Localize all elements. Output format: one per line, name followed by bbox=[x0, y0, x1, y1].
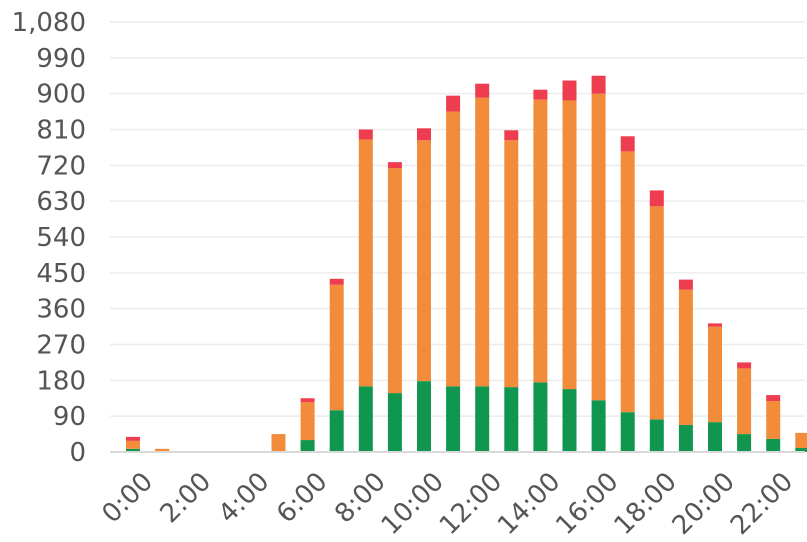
bars bbox=[126, 75, 807, 452]
bar-segment-1500-s0 bbox=[562, 389, 577, 452]
bar-segment-1600-s1 bbox=[591, 93, 606, 401]
bar-segment-1900-s0 bbox=[678, 424, 693, 452]
y-tick-label: 630 bbox=[36, 187, 86, 217]
x-tick-label: 10:00 bbox=[376, 467, 450, 541]
bar-segment-1700-s2 bbox=[620, 136, 635, 152]
bar-segment-900-s2 bbox=[387, 162, 402, 169]
y-tick-label: 540 bbox=[36, 223, 86, 253]
bar-segment-1700-s1 bbox=[620, 151, 635, 413]
y-tick-label: 360 bbox=[36, 295, 86, 325]
bar-segment-2000-s2 bbox=[708, 323, 722, 327]
bar-segment-2200-s0 bbox=[766, 438, 781, 452]
bar-segment-2200-s2 bbox=[766, 395, 781, 402]
bar-segment-500-s1 bbox=[271, 434, 286, 452]
bar-segment-1400-s1 bbox=[533, 99, 548, 383]
bar-segment-1400-s0 bbox=[533, 382, 548, 452]
y-tick-label: 1,080 bbox=[12, 8, 86, 38]
x-tick-label: 6:00 bbox=[271, 467, 334, 530]
bar-segment-1400-s2 bbox=[533, 89, 548, 100]
x-axis-tick-labels: 0:002:004:006:008:0010:0012:0014:0016:00… bbox=[96, 467, 799, 541]
bar-segment-000-s0 bbox=[126, 448, 140, 452]
bar-segment-800-s0 bbox=[358, 386, 373, 452]
bar-segment-1200-s0 bbox=[475, 386, 490, 452]
bar-segment-1800-s0 bbox=[649, 419, 664, 452]
bar-segment-1200-s1 bbox=[475, 97, 490, 387]
bar-segment-800-s1 bbox=[358, 139, 373, 387]
x-tick-label: 14:00 bbox=[492, 467, 566, 541]
y-tick-label: 90 bbox=[53, 402, 86, 432]
bar-segment-700-s1 bbox=[329, 284, 344, 411]
bar-segment-600-s0 bbox=[300, 440, 315, 452]
bar-segment-000-s2 bbox=[126, 436, 140, 441]
bar-segment-2100-s2 bbox=[737, 362, 752, 369]
y-tick-label: 180 bbox=[36, 366, 86, 396]
bar-segment-1100-s2 bbox=[446, 95, 461, 112]
bar-segment-1000-s1 bbox=[417, 140, 431, 382]
bar-segment-800-s2 bbox=[358, 129, 373, 140]
bar-segment-000-s1 bbox=[126, 440, 140, 449]
bar-segment-2000-s0 bbox=[708, 422, 722, 452]
bar-segment-900-s0 bbox=[387, 393, 402, 452]
bar-segment-2300-s0 bbox=[795, 448, 807, 452]
bar-segment-1800-s1 bbox=[649, 206, 664, 420]
y-tick-label: 270 bbox=[36, 331, 86, 361]
bar-segment-700-s0 bbox=[329, 410, 344, 452]
bar-segment-600-s1 bbox=[300, 402, 315, 441]
y-tick-label: 810 bbox=[36, 116, 86, 146]
bar-segment-1500-s1 bbox=[562, 100, 577, 390]
x-tick-label: 0:00 bbox=[96, 467, 159, 530]
bar-segment-2200-s1 bbox=[766, 401, 781, 439]
y-axis-tick-labels: 0 90 180 270 360 450 540 630 720 810 900 990 1,080 bbox=[12, 8, 86, 468]
bar-segment-700-s2 bbox=[329, 278, 344, 285]
y-tick-label: 0 bbox=[69, 438, 86, 468]
y-tick-label: 900 bbox=[36, 80, 86, 110]
x-tick-label: 4:00 bbox=[213, 467, 276, 530]
bar-segment-1100-s1 bbox=[446, 111, 461, 387]
x-tick-label: 16:00 bbox=[550, 467, 624, 541]
bar-segment-1300-s0 bbox=[504, 387, 519, 452]
bar-segment-1300-s1 bbox=[504, 140, 519, 388]
bar-segment-2100-s0 bbox=[737, 434, 752, 452]
bar-segment-100-s1 bbox=[155, 448, 170, 452]
x-tick-label: 18:00 bbox=[609, 467, 683, 541]
x-tick-label: 2:00 bbox=[155, 467, 218, 530]
bar-segment-1200-s2 bbox=[475, 83, 490, 98]
bar-segment-2300-s1 bbox=[795, 432, 807, 449]
bar-segment-1900-s1 bbox=[678, 289, 693, 425]
bar-segment-1100-s0 bbox=[446, 386, 461, 452]
bar-segment-1000-s2 bbox=[417, 128, 431, 141]
bar-segment-2100-s1 bbox=[737, 368, 752, 435]
y-tick-label: 720 bbox=[36, 151, 86, 181]
x-tick-label: 22:00 bbox=[725, 467, 799, 541]
bar-segment-1700-s0 bbox=[620, 412, 635, 452]
y-tick-label: 990 bbox=[36, 44, 86, 74]
bar-segment-1500-s2 bbox=[562, 80, 577, 101]
bar-segment-1900-s2 bbox=[678, 279, 693, 290]
bar-segment-900-s1 bbox=[387, 168, 402, 394]
bar-segment-600-s2 bbox=[300, 398, 315, 403]
bar-segment-2000-s1 bbox=[708, 326, 722, 423]
x-tick-label: 12:00 bbox=[434, 467, 508, 541]
x-tick-label: 20:00 bbox=[667, 467, 741, 541]
y-tick-label: 450 bbox=[36, 259, 86, 289]
bar-segment-1600-s2 bbox=[591, 75, 606, 94]
bar-segment-1600-s0 bbox=[591, 400, 606, 452]
bar-segment-1300-s2 bbox=[504, 130, 519, 141]
bar-segment-1000-s0 bbox=[417, 381, 431, 452]
bar-segment-1800-s2 bbox=[649, 190, 664, 207]
